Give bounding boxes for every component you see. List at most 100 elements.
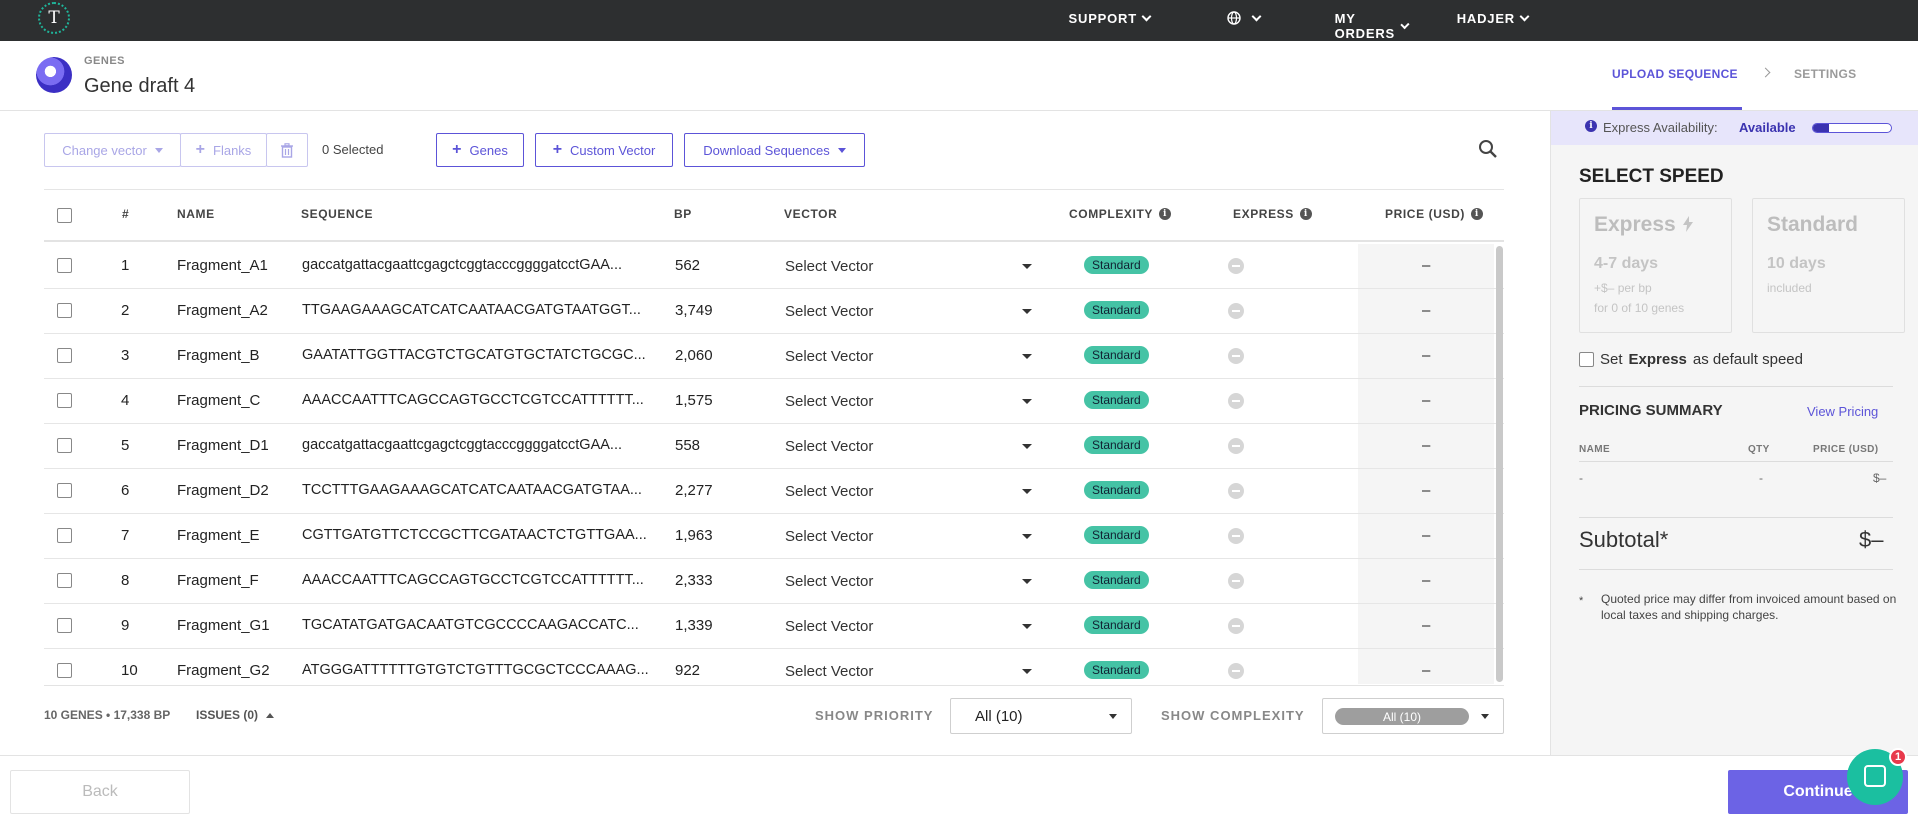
row-number: 10 — [121, 662, 138, 679]
table-footer: 10 GENES • 17,338 BP ISSUES (0) SHOW PRI… — [44, 685, 1504, 735]
gene-name[interactable]: Fragment_C — [177, 392, 261, 409]
gene-name[interactable]: Fragment_F — [177, 572, 259, 589]
row-checkbox[interactable] — [57, 573, 72, 588]
view-pricing-link[interactable]: View Pricing — [1807, 404, 1879, 419]
vector-select[interactable]: Select Vector — [785, 618, 874, 635]
step-upload-sequence[interactable]: UPLOAD SEQUENCE — [1612, 67, 1738, 81]
flanks-label: Flanks — [213, 142, 252, 158]
gene-name[interactable]: Fragment_G2 — [177, 662, 270, 679]
complexity-select[interactable]: All (10) — [1322, 698, 1504, 734]
subtotal-label: Subtotal* — [1579, 527, 1669, 552]
row-checkbox[interactable] — [57, 483, 72, 498]
row-checkbox[interactable] — [57, 528, 72, 543]
row-checkbox[interactable] — [57, 618, 72, 633]
table-row[interactable]: 8 Fragment_F AAACCAATTTCAGCCAGTGCCTCGTCCAT… — [44, 559, 1504, 604]
col-name[interactable]: NAME — [177, 207, 215, 221]
back-button[interactable]: Back — [10, 770, 190, 814]
table-row[interactable]: 4 Fragment_C AAACCAATTTCAGCCAGTGCCTCGTCCAT… — [44, 379, 1504, 424]
caret-down-icon — [1022, 264, 1032, 269]
info-icon[interactable]: i — [1470, 208, 1483, 220]
row-checkbox[interactable] — [57, 393, 72, 408]
vector-select[interactable]: Select Vector — [785, 663, 874, 680]
vector-select[interactable]: Select Vector — [785, 438, 874, 455]
vector-select[interactable]: Select Vector — [785, 258, 874, 275]
col-complexity[interactable]: COMPLEXITY i — [1069, 207, 1172, 221]
row-checkbox[interactable] — [57, 303, 72, 318]
plus-icon: + — [195, 141, 206, 158]
my-orders-menu[interactable]: MY ORDERS — [1335, 11, 1410, 41]
gene-name[interactable]: Fragment_D2 — [177, 482, 269, 499]
order-summary-panel: i Express Availability: Available SELECT… — [1550, 111, 1918, 755]
vector-select[interactable]: Select Vector — [785, 348, 874, 365]
info-icon[interactable]: i — [1159, 208, 1172, 220]
logo[interactable]: T — [38, 2, 70, 34]
col-vector[interactable]: VECTOR — [784, 207, 837, 221]
table-row[interactable]: 1 Fragment_A1 gaccatgattacgaattcgagctcggta… — [44, 244, 1504, 289]
vector-select[interactable]: Select Vector — [785, 528, 874, 545]
standard-days: 10 days — [1767, 255, 1826, 272]
row-checkbox[interactable] — [57, 258, 72, 273]
top-nav-bar: T SUPPORT MY ORDERS HADJER — [0, 0, 1918, 41]
vector-select[interactable]: Select Vector — [785, 483, 874, 500]
table-row[interactable]: 3 Fragment_B GAATATTGGTTACGTCTGCATGTGCTATC… — [44, 334, 1504, 379]
standard-note: included — [1767, 281, 1812, 295]
table-scrollbar[interactable] — [1496, 246, 1503, 682]
default-bold: Express — [1628, 351, 1687, 368]
availability-meter-fill — [1813, 124, 1829, 132]
express-disabled-icon — [1228, 348, 1244, 364]
select-all-checkbox[interactable] — [57, 208, 72, 223]
table-row[interactable]: 5 Fragment_D1 gaccatgattacgaattcgagctcggta… — [44, 424, 1504, 469]
complexity-badge: Standard — [1084, 571, 1149, 589]
custom-vector-button[interactable]: + Custom Vector — [535, 133, 673, 167]
gene-name[interactable]: Fragment_B — [177, 347, 260, 364]
col-price[interactable]: PRICE (USD) i — [1385, 207, 1483, 221]
add-genes-button[interactable]: + Genes — [436, 133, 524, 167]
row-checkbox[interactable] — [57, 663, 72, 678]
gene-name[interactable]: Fragment_D1 — [177, 437, 269, 454]
gene-name[interactable]: Fragment_G1 — [177, 617, 270, 634]
issues-toggle[interactable]: ISSUES (0) — [196, 708, 275, 722]
table-row[interactable]: 9 Fragment_G1 TGCATATGATGACAATGTCGCCCCAAGA… — [44, 604, 1504, 649]
support-menu[interactable]: SUPPORT — [1069, 11, 1152, 26]
priority-select[interactable]: All (10) — [950, 698, 1132, 734]
caret-down-icon — [1022, 579, 1032, 584]
footnote-marker: * — [1579, 595, 1584, 607]
download-sequences-button[interactable]: Download Sequences — [684, 133, 865, 167]
col-sequence[interactable]: SEQUENCE — [301, 207, 373, 221]
delete-button[interactable] — [266, 133, 308, 167]
table-row[interactable]: 10 Fragment_G2 ATGGGATTTTTTGTGTCTGTTTGCGCT… — [44, 649, 1504, 684]
vector-select[interactable]: Select Vector — [785, 573, 874, 590]
gene-bp: 2,277 — [675, 482, 713, 499]
complexity-value: All (10) — [1335, 708, 1469, 725]
pricing-summary-title: PRICING SUMMARY — [1579, 402, 1723, 419]
vector-select[interactable]: Select Vector — [785, 303, 874, 320]
gene-name[interactable]: Fragment_A1 — [177, 257, 268, 274]
gene-name[interactable]: Fragment_A2 — [177, 302, 268, 319]
step-settings[interactable]: SETTINGS — [1794, 67, 1857, 81]
table-row[interactable]: 2 Fragment_A2 TTGAAGAAAGCATCATCAATAACGATGT… — [44, 289, 1504, 334]
page-title[interactable]: Gene draft 4 — [84, 75, 196, 97]
col-express[interactable]: EXPRESS i — [1233, 207, 1312, 221]
lightning-icon — [1682, 216, 1693, 232]
info-icon[interactable]: i — [1585, 120, 1597, 132]
default-speed-checkbox[interactable] — [1579, 352, 1594, 367]
row-checkbox[interactable] — [57, 348, 72, 363]
col-price-label: PRICE (USD) — [1385, 207, 1465, 221]
default-speed-option[interactable]: Set Express as default speed — [1579, 351, 1803, 368]
standard-speed-card[interactable]: Standard 10 days included — [1752, 198, 1905, 333]
language-menu[interactable] — [1227, 11, 1262, 25]
vector-select[interactable]: Select Vector — [785, 393, 874, 410]
table-row[interactable]: 7 Fragment_E CGTTGATGTTCTCCGCTTCGATAACTCTG… — [44, 514, 1504, 559]
change-vector-button[interactable]: Change vector — [44, 133, 181, 167]
flanks-button[interactable]: + Flanks — [180, 133, 267, 167]
gene-name[interactable]: Fragment_E — [177, 527, 260, 544]
search-icon[interactable] — [1478, 139, 1498, 159]
user-menu[interactable]: HADJER — [1457, 11, 1530, 26]
row-number: 4 — [121, 392, 130, 409]
express-speed-card[interactable]: Express 4-7 days +$– per bp for 0 of 10 … — [1579, 198, 1732, 333]
row-number: 8 — [121, 572, 130, 589]
row-checkbox[interactable] — [57, 438, 72, 453]
col-bp[interactable]: BP — [674, 207, 692, 221]
info-icon[interactable]: i — [1299, 208, 1312, 220]
table-row[interactable]: 6 Fragment_D2 TCCTTTGAAGAAAGCATCATCAATAACG… — [44, 469, 1504, 514]
